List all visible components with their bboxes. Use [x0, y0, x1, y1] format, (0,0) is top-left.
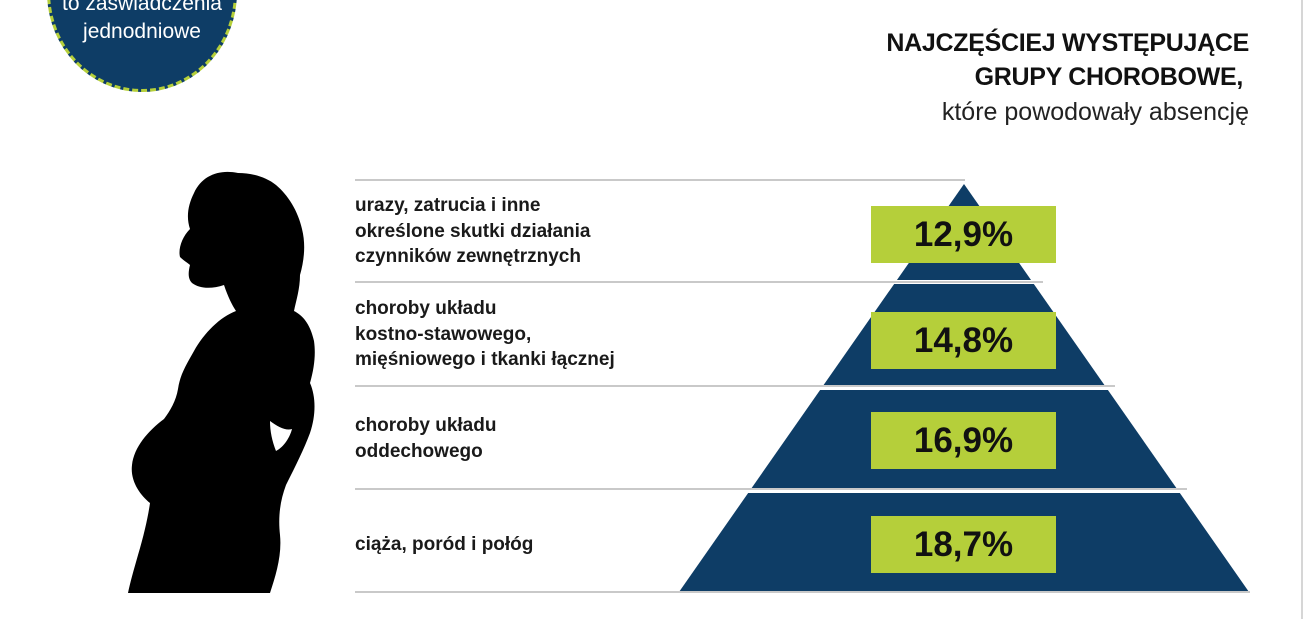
row-divider-1 [355, 281, 1043, 283]
heading-line-2: GRUPY CHOROBOWE, [974, 63, 1244, 91]
row-label-musculoskeletal: choroby układu kostno-stawowego, mięśnio… [355, 296, 675, 373]
percent-badge-injuries: 12,9% [871, 206, 1056, 263]
row-label-line: określone skutki działania [355, 220, 591, 242]
row-divider-top [355, 179, 965, 181]
pyramid-separator-2 [650, 386, 1270, 390]
pyramid-separator-3 [650, 489, 1270, 493]
row-label-line: oddechowego [355, 440, 483, 462]
percent-badge-musculoskeletal: 14,8% [871, 312, 1056, 369]
heading-line-1: NAJCZĘŚCIEJ WYSTĘPUJĄCE [886, 29, 1249, 57]
percent-badge-pregnancy: 18,7% [871, 516, 1056, 573]
row-divider-bottom [355, 591, 1250, 593]
row-label-line: mięśniowego i tkanki łącznej [355, 349, 615, 370]
row-label-line: kostno-stawowego, [355, 323, 532, 345]
percent-badge-respiratory: 16,9% [871, 412, 1056, 469]
row-label-pregnancy: ciąża, poród i połóg [355, 532, 675, 558]
badge-line-2: jednodniowe [83, 20, 201, 43]
section-heading: NAJCZĘŚCIEJ WYSTĘPUJĄCE GRUPY CHOROBOWE,… [886, 26, 1249, 130]
row-label-line: urazy, zatrucia i inne [355, 195, 541, 216]
pregnant-woman-silhouette-icon [128, 171, 315, 593]
row-label-line: czynników zewnętrznych [355, 246, 581, 267]
row-divider-2 [355, 385, 1115, 387]
badge-line-1: to zaświadczenia [62, 0, 222, 15]
heading-line-3: które powodowały absencję [941, 98, 1249, 126]
row-label-respiratory: choroby układu oddechowego [355, 413, 675, 464]
row-label-line: choroby układu [355, 415, 497, 436]
row-label-line: choroby układu [355, 298, 497, 319]
row-label-line: ciąża, poród i połóg [355, 534, 534, 555]
right-edge-divider [1301, 0, 1303, 619]
row-divider-3 [355, 488, 1187, 490]
row-label-injuries: urazy, zatrucia i inne określone skutki … [355, 193, 675, 270]
